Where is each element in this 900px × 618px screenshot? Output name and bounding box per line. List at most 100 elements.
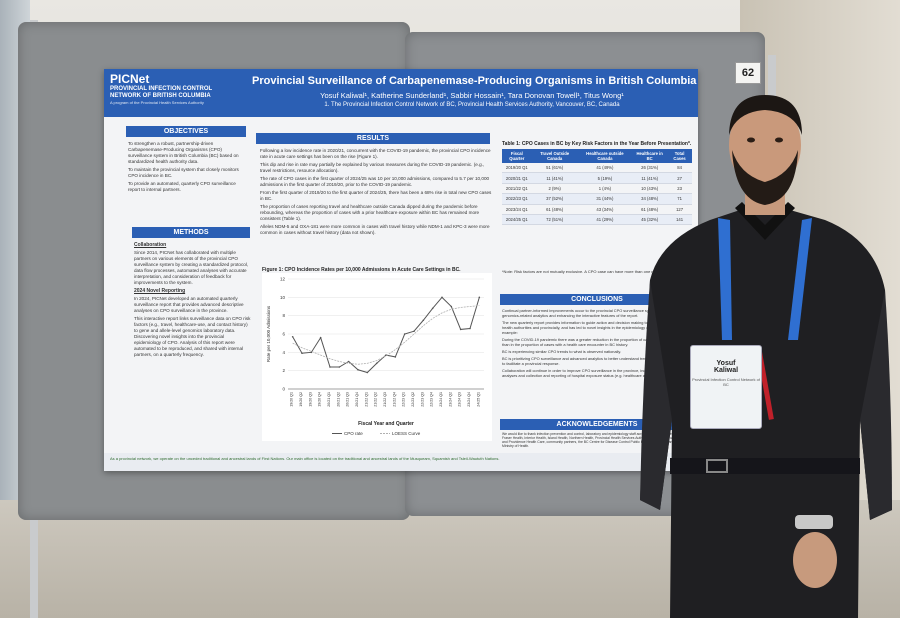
table-row: 2019/20 Q1 51 (61%) 41 (49%) 26 (31%) 84 xyxy=(502,163,692,174)
table-cell: 5 (19%) xyxy=(577,172,633,184)
table-cell: 141 xyxy=(667,214,692,226)
y-axis-label: Rate per 10,000 Admissions xyxy=(266,305,271,362)
data-point xyxy=(459,328,462,331)
conclusions-list: Continual partner-informed improvements … xyxy=(502,308,692,380)
chart-background xyxy=(262,273,492,441)
table-cell: 26 (31%) xyxy=(632,163,668,174)
objective-item: To provide an automated, quarterly CPO s… xyxy=(128,181,236,192)
conclusion-item: During the COVID-19 pandemic there was a… xyxy=(502,337,685,347)
conclusion-item: BC is prioritizing CPO surveillance and … xyxy=(502,356,690,366)
poster-title: Provincial Surveillance of Carbapenemase… xyxy=(252,75,697,87)
data-point xyxy=(357,368,359,371)
x-tick-label: 22/23 Q3 xyxy=(420,392,424,407)
methods-text: Collaboration Since 2014, PICNet has col… xyxy=(134,242,252,360)
results-list: Following a low incidence rate in 2020/2… xyxy=(260,148,492,238)
data-point xyxy=(319,336,322,339)
table-cell: 45 (32%) xyxy=(632,214,668,226)
name-badge: Yosuf Kaliwal Provincial Infection Contr… xyxy=(690,345,762,429)
table-cell: 1 (4%) xyxy=(577,183,633,195)
data-point xyxy=(338,366,341,368)
acknowledgements-heading: ACKNOWLEDGEMENTS xyxy=(500,419,694,430)
table-cell: 41 (49%) xyxy=(577,163,633,174)
table-row: 2021/22 Q1 2 (9%) 1 (4%) 10 (43%) 23 xyxy=(502,183,692,195)
cpo-cases-table: Fiscal Quarter Travel Outside Canada Healt… xyxy=(502,149,692,226)
table-cell: 43 (34%) xyxy=(577,204,633,215)
figure-title: Figure 1: CPO Incidence Rates per 10,000… xyxy=(262,267,461,273)
result-item: Following a low incidence rate in 2020/2… xyxy=(260,148,491,159)
x-tick-label: 23/24 Q3 xyxy=(458,392,462,407)
x-axis-label: Fiscal Year and Quarter xyxy=(358,421,414,427)
table-cell: 2022/23 Q1 xyxy=(502,193,532,205)
objectives-list: To strengthen a robust, partnership-driv… xyxy=(128,141,246,195)
y-tick-label: 4 xyxy=(282,350,285,355)
table-note: *Note: Risk factors are not mutually exc… xyxy=(502,269,670,274)
table-header-cell: Total Cases xyxy=(667,149,692,163)
x-tick-label: 23/24 Q1 xyxy=(439,392,443,407)
methods-collab-heading: Collaboration xyxy=(134,242,167,248)
table-cell: 34 (48%) xyxy=(632,193,668,205)
data-point xyxy=(301,352,303,355)
data-point xyxy=(366,371,369,374)
poster-authors: Yosuf Kaliwal¹, Katherine Sunderland¹, S… xyxy=(320,91,624,100)
result-item: Alleles NDM-5 and OXA-181 were more comm… xyxy=(260,224,490,235)
table-cell: 71 xyxy=(667,193,692,205)
result-item: The rate of CPO cases in the first quart… xyxy=(260,176,490,187)
board-number: 62 xyxy=(735,62,761,84)
data-point xyxy=(291,335,294,338)
x-tick-label: 21/22 Q2 xyxy=(374,392,378,407)
data-point xyxy=(450,305,453,308)
legend-label-rate: CPO rate xyxy=(344,431,363,436)
objectives-heading: OBJECTIVES xyxy=(126,126,246,137)
table-header-cell: Travel Outside Canada xyxy=(531,149,578,163)
table-row: 2020/21 Q1 11 (41%) 5 (19%) 11 (41%) 27 xyxy=(502,172,692,184)
x-tick-label: 19/20 Q1 xyxy=(290,392,294,407)
x-tick-label: 23/24 Q2 xyxy=(448,392,452,407)
table-row: 2022/23 Q1 37 (52%) 31 (44%) 34 (48%) 71 xyxy=(502,193,692,205)
table-cell: 51 (61%) xyxy=(531,163,578,174)
logo-tag: A program of the Provincial Health Servi… xyxy=(110,100,204,105)
table-row: 2023/24 Q1 61 (48%) 43 (34%) 61 (48%) 127 xyxy=(502,204,692,215)
conclusions-heading: CONCLUSIONS xyxy=(500,294,694,305)
conclusion-item: The new quarterly report provides inform… xyxy=(502,320,684,335)
y-tick-label: 6 xyxy=(282,332,285,337)
incidence-line-chart: 0 2 4 6 8 10 12 19/20 Q1 19/20 Q2 19/20 Q3 19/20 Q… xyxy=(262,273,492,441)
methods-report-text2: This interactive report links surveillan… xyxy=(134,316,251,357)
x-tick-label: 19/20 Q3 xyxy=(308,392,312,407)
results-heading: RESULTS xyxy=(256,133,490,144)
data-point xyxy=(478,296,481,299)
poster-header: PICNet PROVINCIAL INFECTION CONTROL NETW… xyxy=(104,69,698,117)
logo-name: PICNet xyxy=(110,72,150,86)
badge-first-name: Yosuf xyxy=(716,360,736,367)
x-tick-label: 20/21 Q2 xyxy=(336,392,340,407)
table-cell: 27 xyxy=(667,172,692,184)
result-item: This dip and rise in rate may partially … xyxy=(260,162,485,173)
table-cell: 2 (9%) xyxy=(531,183,578,195)
methods-report-text1: In 2024, PICNet developed an automated q… xyxy=(134,296,244,313)
table-cell: 41 (29%) xyxy=(577,214,633,226)
legend-label-loess: LOESS Curve xyxy=(392,431,421,436)
table-header-cell: Healthcare outside Canada xyxy=(577,149,633,163)
x-tick-label: 22/23 Q4 xyxy=(430,392,434,407)
data-point xyxy=(310,351,313,354)
x-tick-label: 21/22 Q1 xyxy=(364,392,368,407)
loess-curve-line xyxy=(292,305,480,365)
x-tick-label: 21/22 Q4 xyxy=(392,392,396,407)
table-cell: 127 xyxy=(667,204,692,215)
table-cell: 2019/20 Q1 xyxy=(502,163,532,174)
table-header-cell: Healthcare in BC xyxy=(632,149,668,163)
land-acknowledgement-footer: As a provincial network, we operate on t… xyxy=(104,453,698,471)
data-point xyxy=(431,307,434,310)
table-cell: 2024/25 Q1 xyxy=(502,214,532,226)
x-tick-label: 20/21 Q1 xyxy=(327,392,331,407)
poster-affiliation: 1. The Provincial Infection Control Netw… xyxy=(324,102,620,108)
table-cell: 10 (43%) xyxy=(632,183,668,195)
x-tick-label: 19/20 Q2 xyxy=(299,392,303,407)
methods-heading: METHODS xyxy=(132,227,250,238)
data-point xyxy=(394,356,397,358)
logo-line2: NETWORK OF BRITISH COLUMBIA xyxy=(110,93,211,99)
table-cell: 31 (44%) xyxy=(577,193,633,205)
conclusion-item: BC is experiencing similar CPO trends to… xyxy=(502,349,622,354)
result-item: From the first quarter of 2019/20 to the… xyxy=(260,190,492,201)
data-point xyxy=(441,296,443,299)
